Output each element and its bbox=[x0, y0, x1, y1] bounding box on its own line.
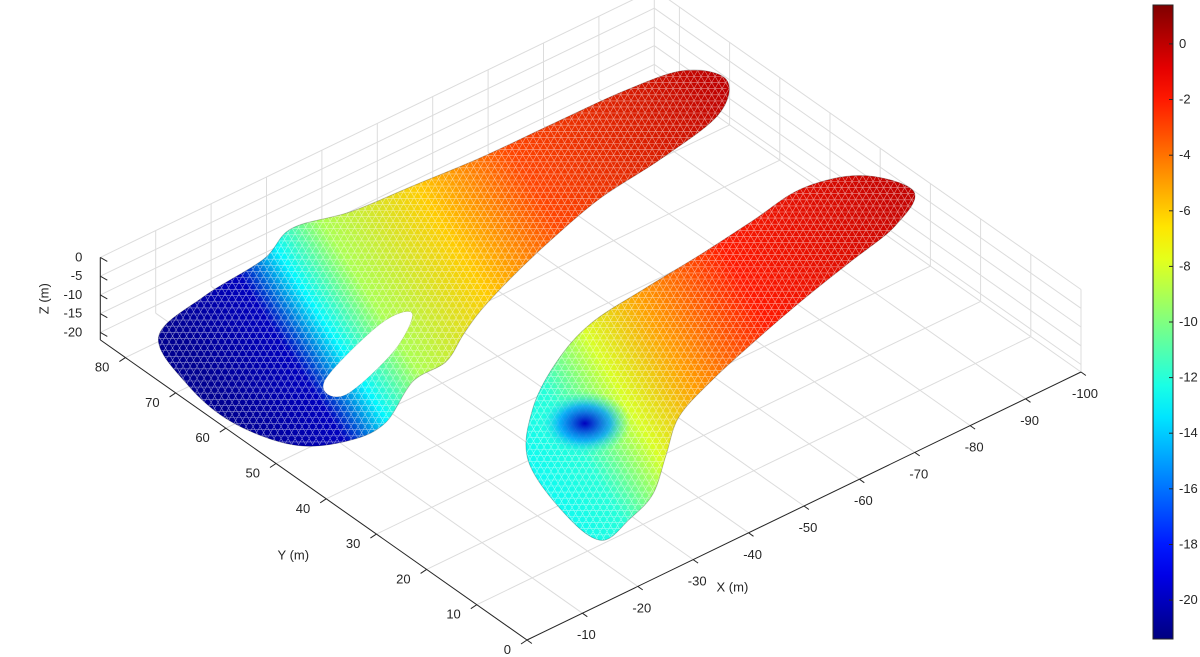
colorbar-gradient bbox=[1153, 5, 1173, 639]
x-tick bbox=[526, 639, 533, 644]
y-tick bbox=[269, 463, 277, 468]
y-axis-ticks: 0 10 20 30 40 50 60 70 80 bbox=[95, 357, 528, 657]
x-tick bbox=[969, 425, 976, 430]
grid-line bbox=[100, 63, 655, 333]
x-tick-label: 0 bbox=[527, 654, 534, 657]
colorbar-tick-label: -4 bbox=[1179, 147, 1191, 162]
y-tick-label: 20 bbox=[396, 571, 410, 586]
y-tick bbox=[370, 533, 377, 539]
grid-line bbox=[654, 7, 1082, 309]
x-axis-label: X (m) bbox=[717, 580, 749, 595]
grid-line bbox=[426, 300, 981, 570]
colorbar-tick-label: -6 bbox=[1179, 203, 1191, 218]
mesh-layer bbox=[158, 69, 916, 541]
z-tick-label: -20 bbox=[64, 324, 83, 339]
colorbar-tick-label: -10 bbox=[1179, 314, 1198, 329]
z-tick-label: -5 bbox=[71, 268, 83, 283]
x-axis-ticks: 0 -10 -20 -30 -40 -50 -60 -70 -80 -90 -100 bbox=[526, 371, 1098, 657]
y-tick-label: 50 bbox=[246, 466, 260, 481]
x-tick-label: -70 bbox=[909, 466, 928, 481]
x-tick-label: -100 bbox=[1072, 386, 1098, 401]
lower-mesh bbox=[525, 175, 916, 541]
mesh-wireframe bbox=[525, 175, 916, 541]
y-tick-label: 40 bbox=[296, 501, 310, 516]
mesh-outline bbox=[158, 69, 730, 447]
colorbar-tick-label: -2 bbox=[1179, 92, 1191, 107]
y-tick bbox=[470, 604, 478, 610]
x-tick bbox=[582, 612, 588, 618]
x-tick bbox=[1080, 371, 1087, 376]
x-tick-label: -40 bbox=[743, 547, 762, 562]
y-tick bbox=[520, 639, 528, 645]
y-tick bbox=[119, 357, 126, 363]
colorbar-tick-label: -20 bbox=[1179, 592, 1198, 607]
colorbar-tick-label: -14 bbox=[1179, 425, 1198, 440]
z-tick bbox=[100, 275, 108, 281]
grid-line bbox=[100, 45, 655, 315]
x-tick-label: -50 bbox=[799, 520, 818, 535]
colorbar-tick-label: -12 bbox=[1179, 370, 1198, 385]
x-tick bbox=[803, 505, 810, 510]
colorbar-tick-label: -8 bbox=[1179, 258, 1191, 273]
y-tick-label: 80 bbox=[95, 360, 109, 375]
grid-line bbox=[476, 336, 1032, 606]
y-tick-label: 30 bbox=[346, 536, 360, 551]
colorbar-tick-label: 0 bbox=[1179, 36, 1186, 51]
z-tick-label: 0 bbox=[75, 249, 82, 264]
y-axis-line bbox=[100, 339, 528, 641]
x-tick-label: -20 bbox=[632, 600, 651, 615]
z-axis-ticks: 0 -5 -10 -15 -20 bbox=[64, 249, 108, 339]
grid-line bbox=[100, 26, 655, 296]
x-tick bbox=[637, 585, 643, 591]
z-tick bbox=[100, 313, 108, 319]
y-tick-label: 70 bbox=[145, 395, 159, 410]
mesh-outline bbox=[525, 175, 916, 541]
y-tick bbox=[219, 427, 227, 433]
z-tick-label: -15 bbox=[64, 306, 83, 321]
x-tick-label: -10 bbox=[577, 627, 596, 642]
z-tick-label: -10 bbox=[64, 287, 83, 302]
x-tick bbox=[1025, 398, 1031, 403]
colorbar: 0 -2 -4 -6 -8 -10 -12 -14 -16 -18 -20 bbox=[1152, 4, 1198, 640]
x-tick-label: -90 bbox=[1020, 413, 1039, 428]
y-axis-label: Y (m) bbox=[278, 547, 310, 562]
grid-line bbox=[100, 7, 655, 277]
y-tick bbox=[420, 568, 427, 574]
y-tick bbox=[319, 498, 327, 504]
z-axis-label: Z (m) bbox=[36, 283, 51, 314]
z-tick bbox=[100, 256, 108, 262]
x-tick-label: -80 bbox=[965, 440, 984, 455]
y-tick-label: 0 bbox=[504, 642, 511, 657]
x-tick-label: -30 bbox=[688, 574, 707, 589]
y-tick-label: 60 bbox=[195, 430, 209, 445]
x-tick bbox=[692, 559, 699, 564]
z-tick bbox=[100, 294, 108, 300]
x-tick bbox=[859, 478, 865, 484]
x-tick bbox=[748, 532, 754, 537]
deep-trench bbox=[538, 391, 631, 456]
grid-line bbox=[100, 0, 634, 258]
y-tick bbox=[169, 392, 176, 398]
mesh-gap bbox=[322, 311, 413, 398]
colorbar-tick-label: -16 bbox=[1179, 481, 1198, 496]
colorbar-tick-label: -18 bbox=[1179, 537, 1198, 552]
x-tick bbox=[914, 451, 920, 457]
x-tick-label: -60 bbox=[854, 493, 873, 508]
grid-line bbox=[668, 0, 1082, 290]
y-tick-label: 10 bbox=[446, 607, 460, 622]
z-tick bbox=[100, 331, 108, 337]
